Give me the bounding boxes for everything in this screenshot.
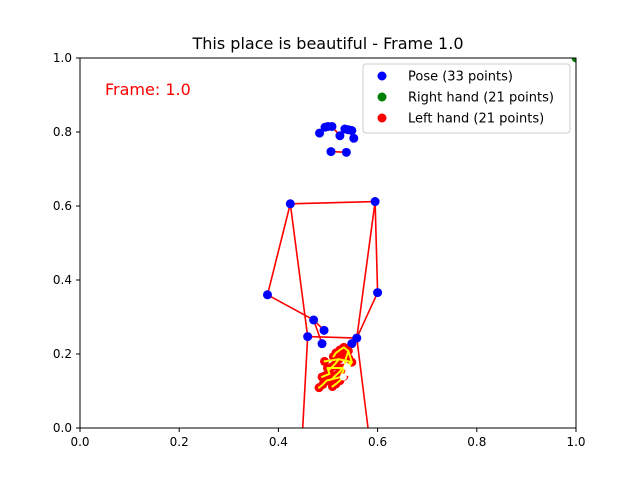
legend-label: Left hand (21 points) <box>408 112 544 127</box>
skeleton-line <box>289 203 309 337</box>
pose-point <box>335 131 345 141</box>
y-axis: 0.0 0.2 0.4 0.6 0.8 1.0 <box>53 51 80 435</box>
pose-point <box>309 315 319 325</box>
pose-point <box>326 147 336 157</box>
chart-title: This place is beautiful - Frame 1.0 <box>192 34 464 53</box>
skeleton-line <box>356 292 379 339</box>
y-tick-label: 0.8 <box>53 125 72 139</box>
hand-line <box>321 367 344 378</box>
legend-marker <box>377 113 387 123</box>
y-tick-label: 0.0 <box>53 421 72 435</box>
pose-point <box>347 126 357 136</box>
pose-point <box>341 147 351 157</box>
pose-point <box>349 133 359 143</box>
y-tick-label: 0.6 <box>53 199 72 213</box>
skeleton-line <box>374 201 379 293</box>
right-hand-point <box>571 58 576 63</box>
skeleton-line <box>267 294 314 321</box>
skeleton-line <box>355 337 369 428</box>
pose-point <box>315 128 325 138</box>
pose-point <box>373 288 383 298</box>
x-tick-label: 0.6 <box>368 435 387 449</box>
highlight-point <box>343 363 351 371</box>
pose-point <box>319 325 329 335</box>
highlight-point <box>339 373 347 381</box>
highlight-points <box>339 363 352 381</box>
pose-point <box>317 339 327 349</box>
pose-point <box>285 199 295 209</box>
legend-marker <box>377 92 387 102</box>
hand-line <box>323 358 340 363</box>
legend-label: Right hand (21 points) <box>408 91 554 106</box>
highlight-point <box>344 369 352 376</box>
hand-line <box>347 350 353 364</box>
pose-point <box>370 197 380 207</box>
x-tick-label: 0.0 <box>70 435 89 449</box>
pose-point <box>262 290 272 300</box>
hand-line <box>318 375 345 389</box>
y-tick-label: 1.0 <box>53 51 72 65</box>
y-tick-label: 0.2 <box>53 347 72 361</box>
x-tick-label: 0.8 <box>467 435 486 449</box>
x-tick-label: 1.0 <box>566 435 585 449</box>
frame-annotation: Frame: 1.0 <box>105 80 191 99</box>
skeleton-line <box>266 203 292 295</box>
legend-label: Pose (33 points) <box>408 70 513 85</box>
legend-box <box>362 63 571 134</box>
x-axis: 0.0 0.2 0.4 0.6 0.8 1.0 <box>70 428 586 449</box>
legend-marker <box>377 71 387 81</box>
x-tick-label: 0.2 <box>170 435 189 449</box>
skeleton-line <box>307 335 357 339</box>
skeleton-line <box>301 336 309 428</box>
x-tick-label: 0.4 <box>269 435 288 449</box>
legend: Pose (33 points) Right hand (21 points) Le… <box>362 63 571 134</box>
pose-point <box>327 121 337 131</box>
skeleton-line <box>290 200 376 205</box>
hand-line <box>332 346 350 358</box>
skeleton-line <box>355 201 376 339</box>
axes-frame <box>79 57 577 429</box>
y-tick-label: 0.4 <box>53 273 72 287</box>
pose-point <box>303 332 313 342</box>
pose-point <box>347 339 357 349</box>
